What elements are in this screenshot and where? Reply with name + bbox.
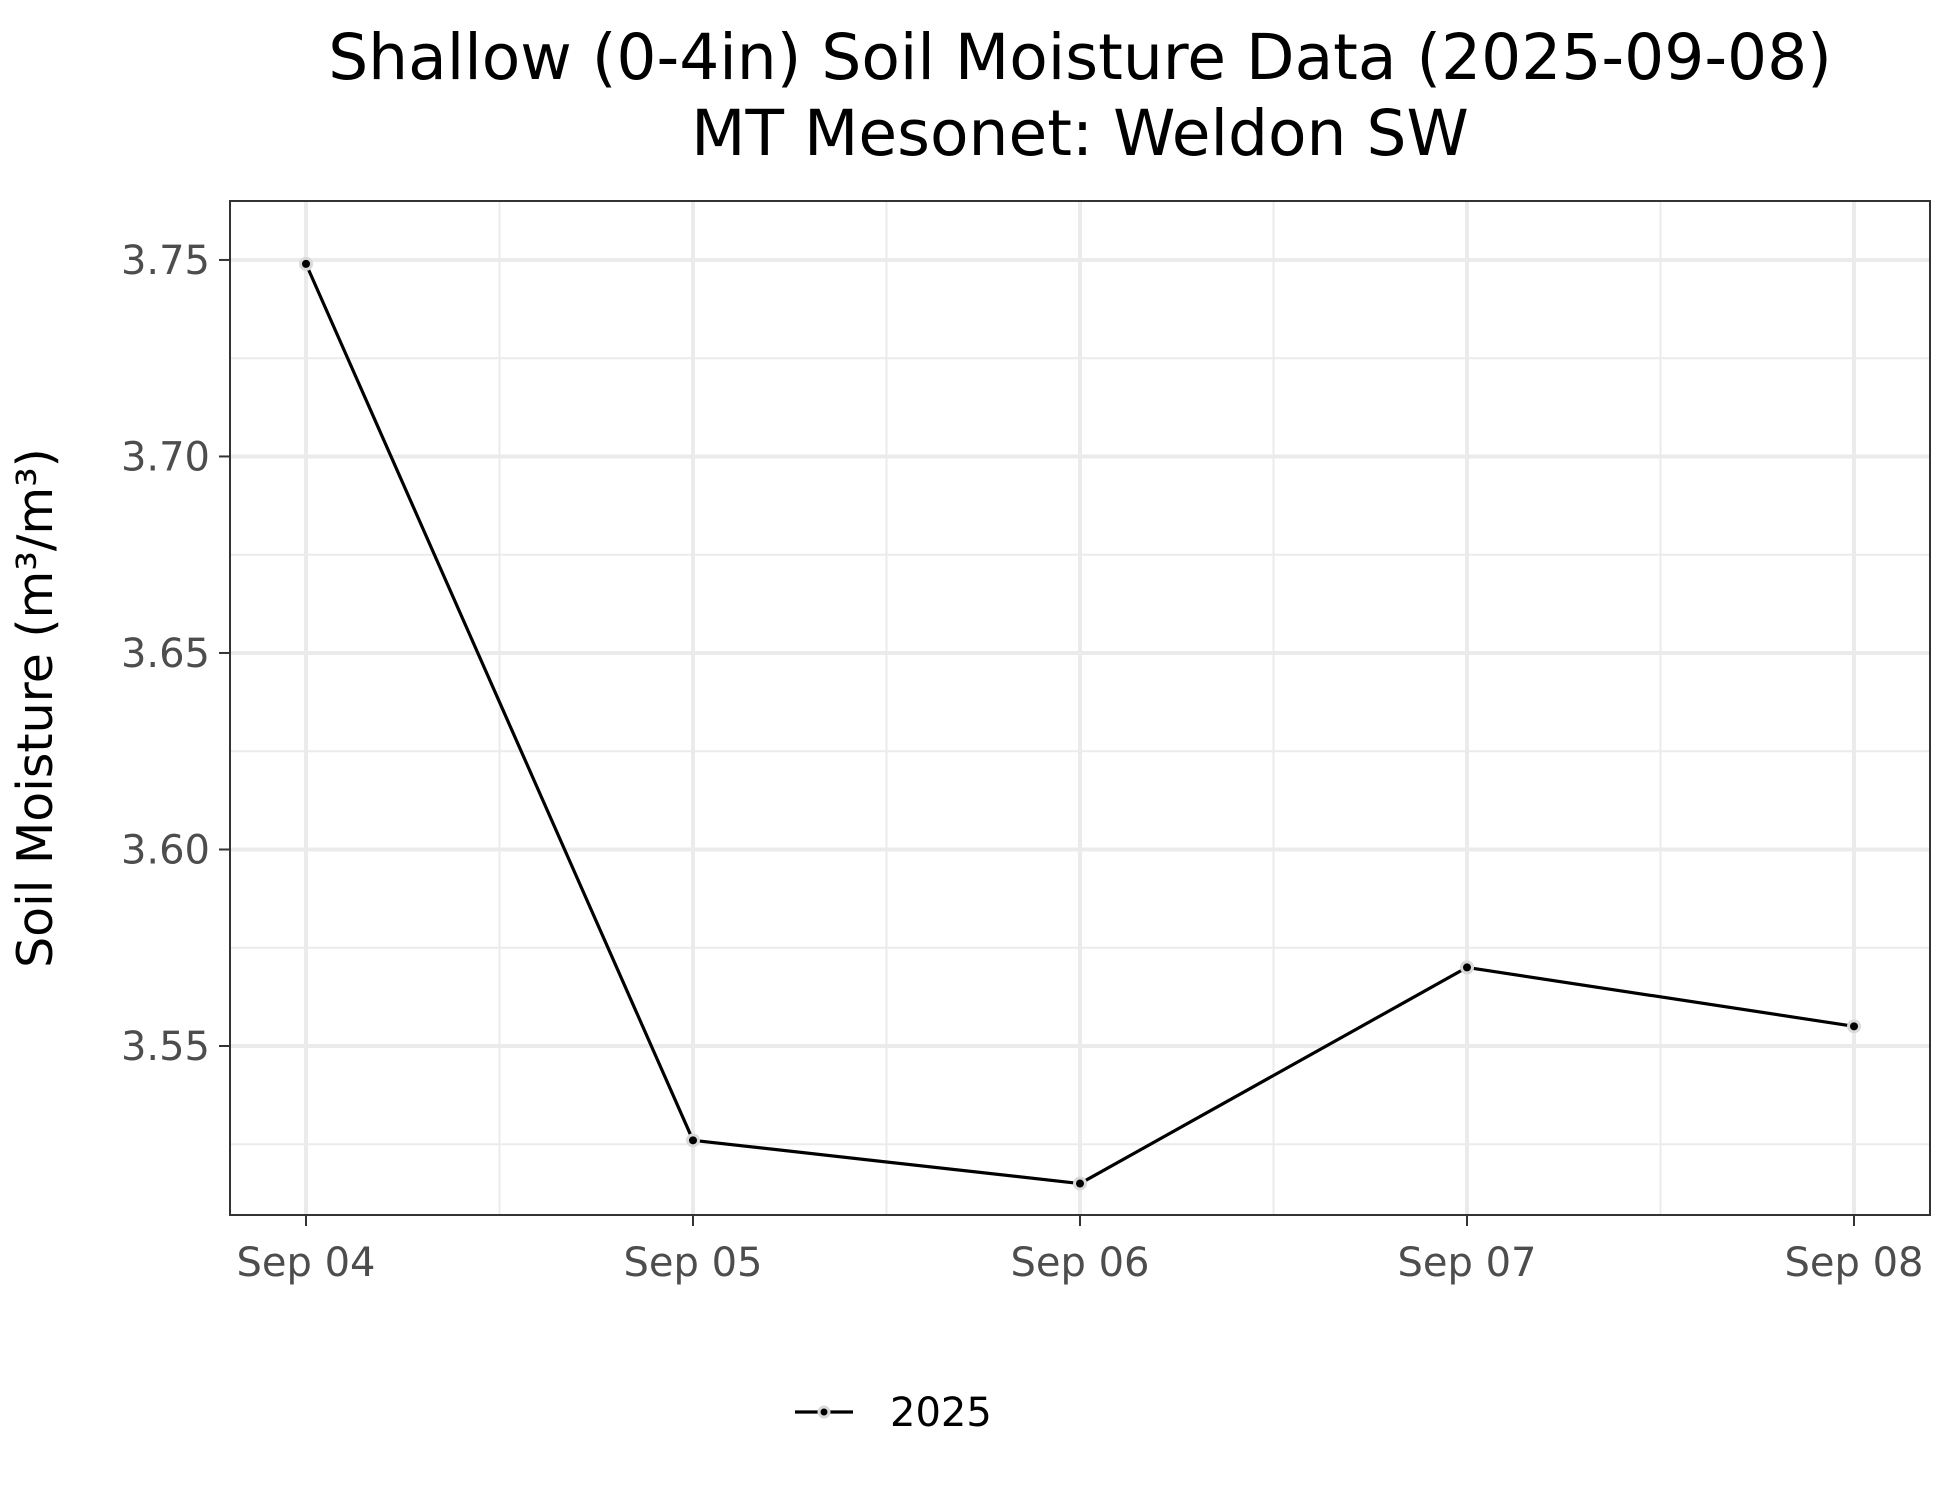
- axes: 3.55 3.60 3.65 3.70 3.75 Sep 04 Sep 05 Sep 06 Se…: [121, 238, 1924, 1286]
- chart-subtitle: MT Mesonet: Weldon SW: [691, 97, 1469, 170]
- data-point: [1850, 1022, 1858, 1031]
- grid-lines: [230, 201, 1930, 1215]
- y-tick-label: 3.60: [121, 827, 210, 873]
- series-layer: [299, 256, 1861, 1191]
- x-tick-label: Sep 08: [1784, 1240, 1923, 1286]
- legend: 2025: [795, 1390, 992, 1436]
- x-tick-label: Sep 05: [623, 1240, 762, 1286]
- y-tick-label: 3.55: [121, 1024, 210, 1070]
- x-tick-label: Sep 04: [236, 1240, 375, 1286]
- y-tick-label: 3.75: [121, 238, 210, 284]
- chart-title: Shallow (0-4in) Soil Moisture Data (2025…: [328, 21, 1832, 94]
- data-point: [689, 1136, 697, 1145]
- data-point: [302, 259, 310, 268]
- x-tick-label: Sep 07: [1397, 1240, 1536, 1286]
- y-tick-label: 3.70: [121, 434, 210, 480]
- data-point: [1463, 963, 1471, 972]
- x-tick-label: Sep 06: [1010, 1240, 1149, 1286]
- legend-point-2025: [817, 1405, 831, 1419]
- legend-label-2025: 2025: [890, 1390, 992, 1436]
- y-tick-label: 3.65: [121, 631, 210, 677]
- data-point: [1076, 1179, 1084, 1188]
- chart-title-block: Shallow (0-4in) Soil Moisture Data (2025…: [230, 20, 1930, 172]
- y-axis-title: Soil Moisture (m³/m³): [7, 448, 64, 968]
